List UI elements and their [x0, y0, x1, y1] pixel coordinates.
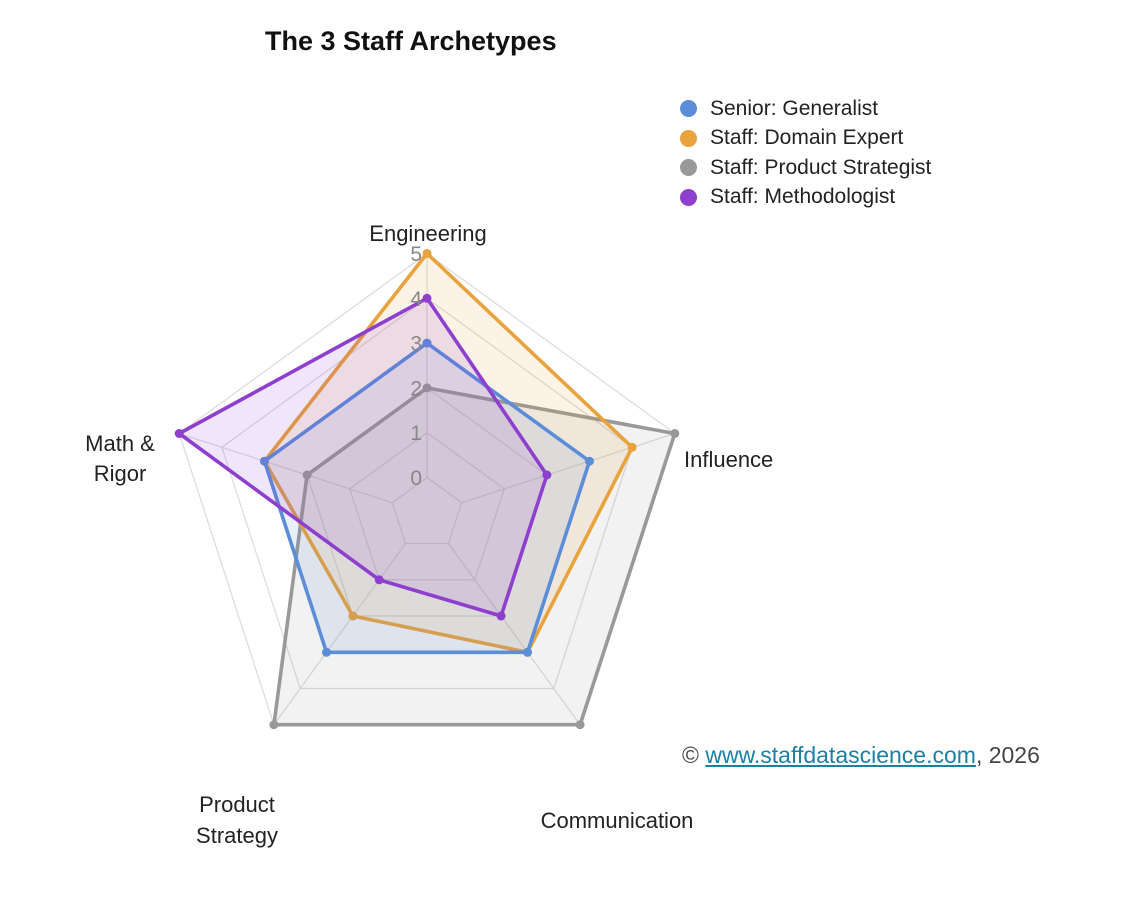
legend-swatch	[680, 100, 697, 118]
legend-item[interactable]: Staff: Domain Expert	[680, 124, 931, 154]
axis-label: Influence	[684, 447, 773, 472]
data-point[interactable]	[422, 338, 432, 348]
data-point[interactable]	[422, 293, 432, 303]
data-point[interactable]	[260, 456, 269, 466]
tick-label: 4	[410, 288, 422, 311]
data-point[interactable]	[422, 249, 432, 258]
legend-swatch	[680, 129, 697, 147]
axis-label: Rigor	[94, 461, 147, 486]
chart-title: The 3 Staff Archetypes	[265, 26, 557, 56]
axis-label: Product	[199, 792, 275, 817]
grid-ring	[391, 476, 463, 545]
data-point[interactable]	[374, 575, 384, 585]
legend-label: Staff: Domain Expert	[710, 126, 904, 150]
tick-label: 1	[410, 422, 422, 445]
data-point[interactable]	[322, 647, 331, 657]
copyright-notice: © www.staffdatascience.com, 2026	[682, 742, 1040, 769]
axis-label: Strategy	[196, 823, 278, 848]
grid-spoke	[179, 432, 393, 504]
series-2	[269, 383, 680, 730]
tick-label: 2	[410, 377, 422, 400]
legend-label: Staff: Product Strategist	[710, 155, 932, 179]
data-point[interactable]	[496, 611, 506, 621]
grid-ring	[221, 297, 633, 690]
tick-label: 3	[410, 333, 422, 356]
axis-label: Math &	[85, 431, 155, 456]
legend-swatch	[680, 159, 697, 177]
legend-label: Senior: Generalist	[710, 96, 879, 120]
series-3	[174, 293, 552, 621]
legend-item[interactable]: Staff: Product Strategist	[680, 153, 931, 183]
legend-swatch	[680, 188, 697, 206]
tick-label: 0	[410, 467, 422, 490]
axis-label: Communication	[541, 808, 694, 833]
grid-spoke	[273, 543, 407, 726]
legend-item[interactable]: Senior: Generalist	[680, 94, 931, 124]
data-point[interactable]	[302, 470, 312, 480]
data-point[interactable]	[575, 720, 585, 730]
data-point[interactable]	[627, 442, 637, 452]
series-polygon	[262, 251, 634, 655]
data-point[interactable]	[422, 383, 432, 393]
series-polygon	[272, 386, 677, 727]
data-point[interactable]	[523, 647, 532, 657]
copyright-symbol: ©	[682, 742, 699, 768]
data-point[interactable]	[670, 429, 680, 438]
legend: Senior: Generalist Staff: Domain Expert St…	[680, 94, 931, 212]
data-point[interactable]	[585, 456, 594, 466]
grid-spoke	[461, 432, 675, 504]
legend-label: Staff: Methodologist	[710, 185, 896, 209]
legend-item[interactable]: Staff: Methodologist	[680, 183, 931, 213]
axis-label: Engineering	[369, 221, 486, 246]
data-point[interactable]	[542, 470, 552, 480]
series-polygon	[177, 296, 549, 618]
website-link[interactable]: www.staffdatascience.com	[705, 742, 976, 768]
data-point[interactable]	[348, 611, 358, 621]
grid-spoke	[447, 543, 581, 726]
tick-label: 5	[410, 243, 422, 266]
data-point[interactable]	[269, 720, 279, 730]
data-point[interactable]	[174, 429, 184, 438]
grid-ring	[348, 431, 506, 581]
copyright-year: , 2026	[975, 742, 1040, 768]
